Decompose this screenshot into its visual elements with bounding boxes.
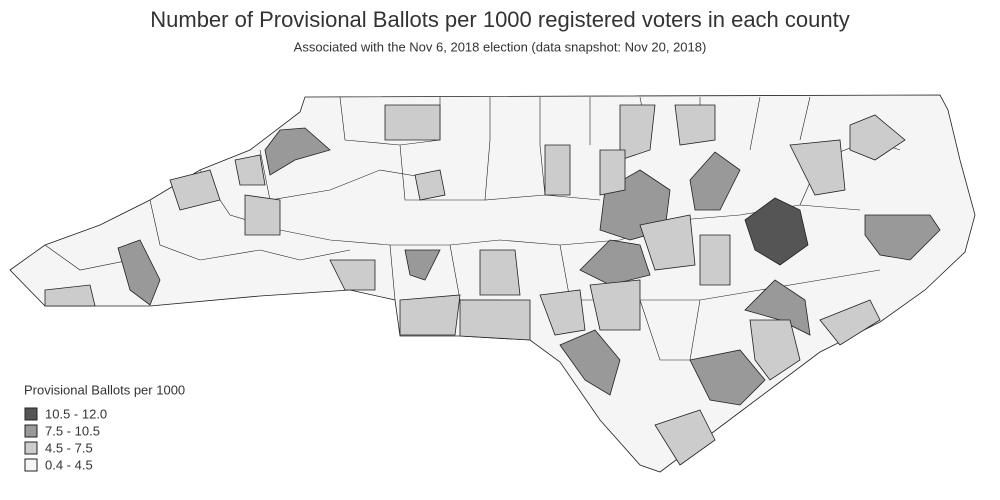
legend-label: 7.5 - 10.5 (45, 423, 100, 438)
legend-swatch (24, 424, 38, 438)
subtitle: Associated with the Nov 6, 2018 election… (294, 39, 707, 54)
counties-7-5 (117, 127, 941, 406)
legend-label: 0.4 - 4.5 (45, 457, 93, 472)
legend: Provisional Ballots per 1000 10.5 - 12.0… (24, 382, 185, 472)
legend-title: Provisional Ballots per 1000 (24, 382, 185, 397)
counties-4-5 (44, 104, 906, 466)
legend-swatch (24, 407, 38, 421)
title: Number of Provisional Ballots per 1000 r… (150, 7, 849, 32)
map (9, 94, 976, 473)
legend-swatch (24, 458, 38, 472)
legend-label: 10.5 - 12.0 (45, 406, 107, 421)
legend-label: 4.5 - 7.5 (45, 440, 93, 455)
legend-swatch (24, 441, 38, 455)
county (744, 197, 809, 266)
